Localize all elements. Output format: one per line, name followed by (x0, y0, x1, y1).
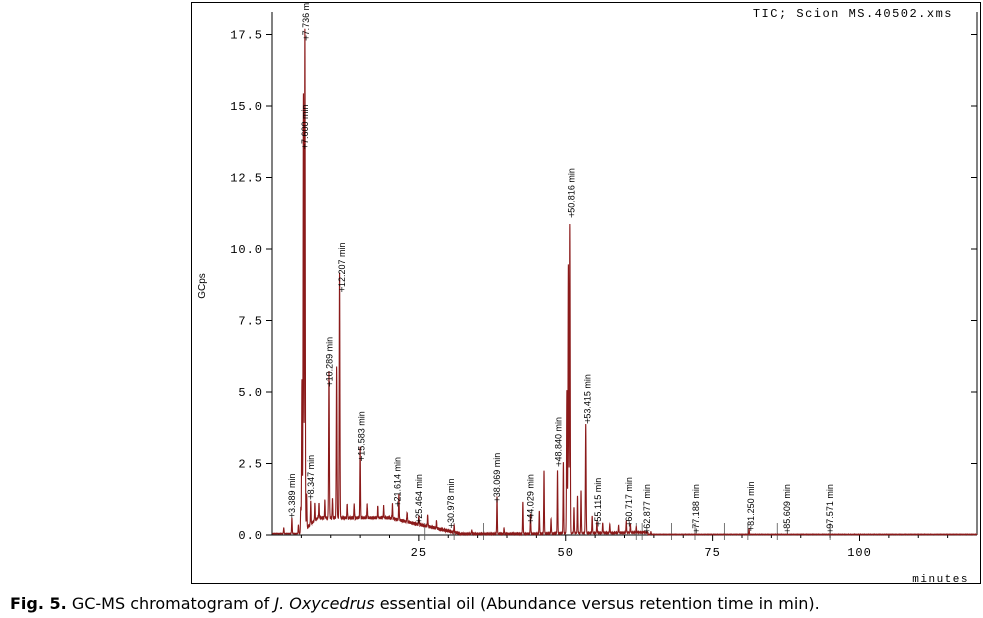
figure-caption: Fig. 5. GC-MS chromatogram of J. Oxycedr… (10, 594, 820, 613)
peak-marker: + (643, 527, 650, 536)
y-tick-label: 0.0 (238, 529, 263, 543)
peak-annotation: +60.717 min (624, 477, 634, 528)
tic-trace (271, 28, 978, 537)
peak-annotation: +55.115 min (593, 478, 603, 529)
y-tick-label: 7.5 (238, 315, 263, 329)
peak-label: 48.840 min (554, 417, 564, 462)
peak-annotation: +50.816 min (567, 168, 577, 220)
peak-marker: + (595, 520, 602, 529)
peak-marker: + (584, 417, 591, 426)
peak-label: 15.583 min (356, 411, 366, 456)
peak-annotation: +25.464 min (414, 474, 424, 526)
peak-annotation: +12.207 min (337, 242, 347, 294)
peak-annotation: +7.600 min (300, 104, 310, 151)
peak-marker: + (827, 527, 834, 536)
peak-annotation: +85.609 min (782, 484, 792, 536)
y-tick-label: 15.0 (230, 100, 263, 114)
peak-annotations: +3.389 min+7.736 min+7.600 min+8.347 min… (287, 2, 835, 536)
peak-label: 60.717 min (624, 477, 634, 522)
peak-label: 7.736 min (301, 2, 311, 35)
caption-species: J. Oxycedrus (274, 594, 375, 613)
peak-label: 50.816 min (567, 168, 577, 213)
y-tick-label: 12.5 (230, 172, 263, 186)
peak-marker: + (302, 142, 309, 151)
peak-label: 38.069 min (492, 453, 502, 498)
peak-label: 97.571 min (825, 484, 835, 529)
peak-marker: + (394, 500, 401, 509)
y-tick-label: 17.5 (230, 29, 263, 43)
peak-marker: + (416, 517, 423, 526)
y-tick-label: 5.0 (238, 386, 263, 400)
peak-marker: + (693, 527, 700, 536)
peak-annotation: +21.614 min (393, 457, 403, 509)
peak-label: 44.029 min (526, 474, 536, 519)
chart-title: TIC; Scion MS.40502.xms (753, 7, 953, 21)
axes (271, 12, 978, 536)
peak-annotation: +77.188 min (691, 484, 701, 536)
axis-ticks: 0.0 2.5 5.0 7.5 10.0 12.5 15.0 17.5 25 50 75 100 (230, 29, 977, 560)
peak-marker: + (448, 521, 455, 530)
y-tick-label: 2.5 (238, 458, 263, 472)
caption-text-1: GC-MS chromatogram of (66, 594, 275, 613)
peak-annotation: +7.736 min (301, 2, 311, 42)
peak-marker: + (339, 285, 346, 294)
x-tick-label: 100 (847, 546, 872, 560)
x-tick-label: 25 (411, 546, 427, 560)
x-tick-label: 50 (558, 546, 574, 560)
peak-annotation: +48.840 min (554, 417, 564, 469)
peak-marker: + (494, 495, 501, 504)
peak-label: 77.188 min (691, 484, 701, 529)
peak-annotation: +97.571 min (825, 484, 835, 536)
peak-annotation: +10.289 min (325, 337, 335, 389)
x-axis-label: minutes (912, 574, 969, 584)
peak-marker: + (527, 517, 534, 526)
peak-annotation: +44.029 min (526, 474, 536, 526)
peak-marker: + (626, 520, 633, 529)
peak-label: 81.250 min (746, 481, 756, 526)
peak-label: 21.614 min (393, 457, 403, 502)
peak-marker: + (326, 379, 333, 388)
peak-annotation: +38.069 min (492, 453, 502, 504)
peak-marker: + (358, 454, 365, 463)
peak-marker: + (747, 524, 754, 533)
peak-label: 62.877 min (642, 484, 652, 529)
peak-marker: + (289, 511, 296, 520)
peak-annotation: +30.978 min (446, 478, 456, 530)
y-tick-label: 10.0 (230, 243, 263, 257)
peak-label: 10.289 min (325, 337, 335, 382)
peak-marker: + (784, 527, 791, 536)
peak-label: 3.389 min (287, 473, 297, 513)
peak-label: 8.347 min (306, 455, 316, 495)
peak-annotation: +81.250 min (746, 481, 756, 532)
peak-label: 85.609 min (782, 484, 792, 529)
peak-label: 30.978 min (446, 478, 456, 523)
peak-marker: + (307, 492, 314, 501)
y-axis-label: GCps (197, 273, 208, 299)
caption-prefix: Fig. 5. (10, 594, 67, 613)
peak-annotation: +53.415 min (583, 374, 593, 426)
peak-label: 55.115 min (593, 478, 603, 522)
peak-annotation: +62.877 min (642, 484, 652, 536)
peak-marker: + (555, 460, 562, 469)
peak-label: 25.464 min (414, 474, 424, 519)
peak-label: 7.600 min (300, 104, 310, 144)
peak-label: 12.207 min (337, 242, 347, 287)
chromatogram-chart: TIC; Scion MS.40502.xms GCps minutes 0.0… (197, 2, 978, 584)
peak-marker: + (568, 211, 575, 220)
peak-annotation: +8.347 min (306, 455, 316, 502)
peak-annotation: +3.389 min (287, 473, 297, 520)
x-tick-label: 75 (704, 546, 720, 560)
peak-label: 53.415 min (583, 374, 593, 419)
peak-marker: + (303, 33, 310, 42)
caption-text-2: essential oil (Abundance versus retentio… (374, 594, 820, 613)
peak-annotation: +15.583 min (356, 411, 366, 463)
